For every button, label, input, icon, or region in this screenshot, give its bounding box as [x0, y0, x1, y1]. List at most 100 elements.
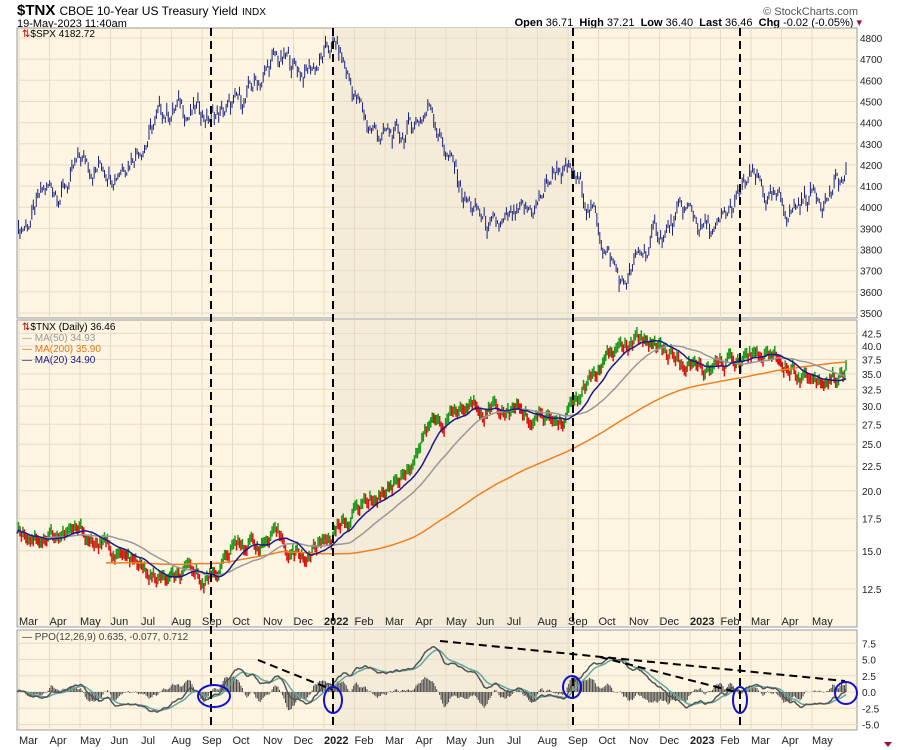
- x-tick-label: Dec: [294, 735, 314, 747]
- tnx-y-tick: 20.0: [862, 487, 882, 498]
- x-tick-label-mid: Feb: [355, 616, 374, 628]
- x-tick-label-mid: Mar: [19, 616, 38, 628]
- x-tick-label: Nov: [263, 735, 283, 747]
- ppo-y-tick: 5.0: [862, 656, 876, 667]
- x-tick-label-mid: May: [812, 616, 833, 628]
- ohlc-readout: Open 36.71 High 37.21 Low 36.40 Last 36.…: [515, 16, 862, 29]
- highlight-circle: [562, 675, 582, 699]
- ppo-y-tick: 2.5: [862, 672, 876, 683]
- spx-y-tick: 3700: [860, 267, 883, 278]
- trendline: [599, 656, 741, 694]
- x-tick-label: Jul: [507, 735, 521, 747]
- down-arrow-icon: ▾: [856, 17, 862, 29]
- tnx-y-tick: 25.0: [862, 440, 882, 451]
- x-tick-label: May: [80, 735, 101, 747]
- symbol: $TNX: [17, 2, 56, 19]
- x-tick-label-mid: May: [446, 616, 467, 628]
- low-value: 36.40: [665, 17, 694, 29]
- x-tick-label-mid: Sep: [568, 616, 588, 628]
- tnx-y-tick: 12.5: [862, 585, 882, 596]
- highlight-circle: [197, 684, 231, 708]
- ma50-line: [16, 344, 847, 576]
- chg-label: Chg: [758, 17, 781, 29]
- spx-y-tick: 3900: [860, 224, 883, 235]
- timestamp: 19-May-2023 11:40am: [17, 18, 127, 30]
- spx-y-tick: 4300: [860, 140, 883, 151]
- spx-y-tick: 3600: [860, 288, 883, 299]
- ppo-legend: — PPO(12,26,9) 0.635, -0.077, 0.712: [22, 632, 189, 643]
- x-tick-label-mid: Apr: [782, 616, 799, 628]
- x-tick-label: Oct: [599, 735, 616, 747]
- x-tick-label: Mar: [751, 735, 770, 747]
- ppo-legend-text: PPO(12,26,9) 0.635, -0.077, 0.712: [34, 632, 189, 643]
- shaded-region: [333, 28, 573, 318]
- tnx-y-tick: 22.5: [862, 462, 882, 473]
- spx-y-tick: 4100: [860, 182, 883, 193]
- highlight-circle: [732, 686, 748, 714]
- ma20-line: [16, 339, 847, 578]
- ppo-y-tick: 0.0: [862, 688, 876, 699]
- chart-title: $TNX CBOE 10-Year US Treasury Yield INDX: [17, 2, 266, 19]
- x-tick-label: May: [812, 735, 833, 747]
- updown-icon: ⇅: [22, 29, 31, 40]
- x-tick-label-mid: Apr: [50, 616, 67, 628]
- ma20-legend-text: MA(20) 34.90: [34, 355, 96, 366]
- tnx-y-tick: 17.5: [862, 515, 882, 526]
- x-tick-label-mid: Aug: [538, 616, 558, 628]
- tnx-y-tick: 37.5: [862, 355, 882, 366]
- x-tick-label-mid: 2023: [690, 616, 714, 628]
- x-tick-label-mid: Jul: [141, 616, 155, 628]
- tnx-legend-text: $TNX (Daily) 36.46: [30, 322, 116, 333]
- spx-y-tick: 4000: [860, 203, 883, 214]
- x-tick-label-mid: Sep: [202, 616, 222, 628]
- tnx-y-tick: 15.0: [862, 547, 882, 558]
- scroll-arrow-icon: [884, 742, 892, 747]
- highlight-circle: [834, 681, 858, 705]
- x-tick-label-mid: Nov: [263, 616, 283, 628]
- x-tick-label: Aug: [172, 735, 192, 747]
- tnx-y-tick: 42.5: [862, 329, 882, 340]
- spx-y-tick: 3500: [860, 309, 883, 320]
- x-tick-label: Jul: [141, 735, 155, 747]
- updown-icon: ⇅: [22, 322, 31, 333]
- ppo-line: [16, 645, 847, 713]
- symbol-name: CBOE 10-Year US Treasury Yield: [59, 4, 238, 18]
- tnx-y-tick: 27.5: [862, 420, 882, 431]
- ppo-y-tick: -2.5: [862, 704, 880, 715]
- high-value: 37.21: [606, 17, 635, 29]
- x-tick-label-mid: 2022: [324, 616, 348, 628]
- x-tick-label: Apr: [416, 735, 433, 747]
- x-tick-label: Oct: [233, 735, 250, 747]
- x-tick-label-mid: Aug: [172, 616, 192, 628]
- ma200-legend: — MA(200) 35.90: [22, 344, 101, 355]
- x-tick-label: Feb: [721, 735, 740, 747]
- low-label: Low: [640, 17, 663, 29]
- tnx-y-tick: 32.5: [862, 385, 882, 396]
- x-tick-label-mid: Jun: [477, 616, 495, 628]
- x-tick-label-mid: Apr: [416, 616, 433, 628]
- x-tick-label-mid: Oct: [233, 616, 250, 628]
- copyright: © StockCharts.com: [763, 6, 858, 18]
- x-tick-label-mid: Nov: [629, 616, 649, 628]
- x-tick-label: Apr: [50, 735, 67, 747]
- tnx-y-tick: 40.0: [862, 342, 882, 353]
- x-tick-label-mid: Feb: [721, 616, 740, 628]
- x-tick-label-mid: Mar: [385, 616, 404, 628]
- x-tick-label: Jun: [477, 735, 495, 747]
- ma200-line: [105, 361, 847, 566]
- trendline: [439, 640, 846, 682]
- trendline: [257, 659, 334, 691]
- x-tick-label: Mar: [385, 735, 404, 747]
- highlight-circle: [323, 686, 343, 714]
- spx-y-tick: 4500: [860, 97, 883, 108]
- x-tick-label-mid: Dec: [660, 616, 680, 628]
- exchange: INDX: [242, 7, 266, 18]
- tnx-y-tick: 35.0: [862, 370, 882, 381]
- spx-y-tick: 4200: [860, 161, 883, 172]
- x-tick-label: 2022: [324, 735, 348, 747]
- x-tick-label-mid: Oct: [599, 616, 616, 628]
- x-tick-label-mid: Jun: [111, 616, 129, 628]
- x-tick-label-mid: May: [80, 616, 101, 628]
